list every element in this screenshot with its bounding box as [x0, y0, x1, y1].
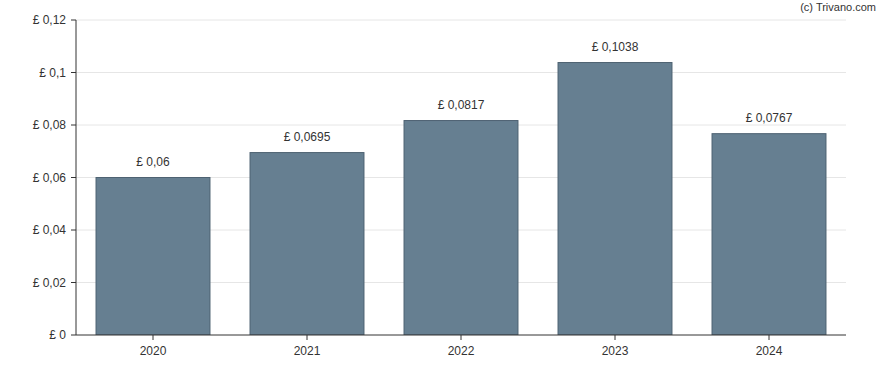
- annotation: (c) Trivano.com: [800, 1, 876, 13]
- y-tick-label: £ 0,12: [33, 13, 67, 27]
- y-tick-label: £ 0,1: [39, 66, 66, 80]
- x-tick: [307, 335, 308, 340]
- x-tick-label: 2021: [294, 344, 321, 358]
- y-tick: [71, 230, 76, 231]
- y-tick-label: £ 0,02: [33, 276, 67, 290]
- y-tick-label: £ 0,04: [33, 223, 67, 237]
- grid-line: [76, 72, 846, 73]
- bars: [96, 63, 826, 335]
- x-tick-label: 2020: [140, 344, 167, 358]
- chart-svg: £ 0 £ 0,02 £ 0,04 £ 0,06 £ 0,08 £ 0,1 £ 0,12 20…: [0, 0, 888, 370]
- y-tick-label: £ 0,08: [33, 118, 67, 132]
- data-label: £ 0,0817: [438, 98, 485, 112]
- y-tick: [71, 335, 76, 336]
- x-tick: [461, 335, 462, 340]
- data-label: £ 0,0767: [746, 111, 793, 125]
- data-label: £ 0,1038: [592, 40, 639, 54]
- data-label: £ 0,06: [136, 155, 170, 169]
- bar: [96, 178, 210, 336]
- x-tick: [615, 335, 616, 340]
- chart-container: £ 0 £ 0,02 £ 0,04 £ 0,06 £ 0,08 £ 0,1 £ 0,12 20…: [0, 0, 888, 370]
- grid-line: [76, 20, 846, 21]
- y-tick: [71, 72, 76, 73]
- y-axis: [76, 20, 77, 335]
- y-tick: [71, 125, 76, 126]
- y-tick: [71, 20, 76, 21]
- x-tick-label: 2022: [448, 344, 475, 358]
- bar: [712, 134, 826, 335]
- bar: [250, 153, 364, 335]
- y-tick-label: £ 0: [49, 328, 66, 342]
- bar: [404, 121, 518, 335]
- y-tick: [71, 282, 76, 283]
- x-tick: [769, 335, 770, 340]
- x-tick-label: 2024: [756, 344, 783, 358]
- x-tick-label: 2023: [602, 344, 629, 358]
- bar: [558, 63, 672, 335]
- x-tick: [153, 335, 154, 340]
- data-label: £ 0,0695: [284, 130, 331, 144]
- y-tick-label: £ 0,06: [33, 171, 67, 185]
- y-tick: [71, 177, 76, 178]
